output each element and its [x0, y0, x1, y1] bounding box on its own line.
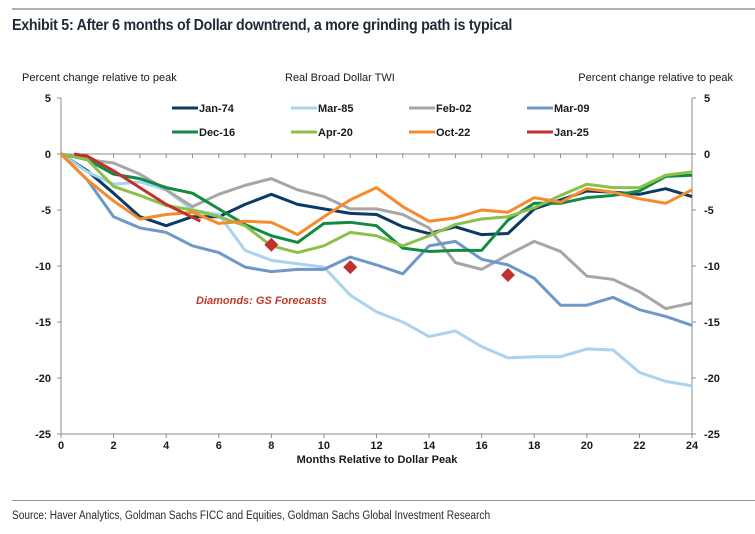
- top-divider: [12, 8, 755, 10]
- forecast-diamond: [264, 237, 279, 252]
- y-tick-label-right: -15: [704, 317, 720, 329]
- series-layer: [59, 152, 693, 388]
- x-tick-label: 16: [476, 440, 488, 452]
- y-tick-label-right: -25: [704, 429, 720, 441]
- y-tick-label-left: -20: [35, 373, 51, 385]
- y-axis-label-right: Percent change relative to peak: [578, 72, 733, 84]
- y-tick-label-right: -20: [704, 373, 720, 385]
- y-tick-label-left: -10: [35, 261, 51, 273]
- series-line-apr-20: [60, 152, 693, 255]
- x-tick-label: 22: [633, 440, 645, 452]
- legend-item: Mar-09: [527, 103, 589, 115]
- y-tick-label-left: 0: [45, 149, 51, 161]
- y-tick-label-left: -5: [41, 205, 51, 217]
- y-tick-label-left: 5: [45, 93, 51, 105]
- legend-label: Apr-20: [318, 127, 353, 139]
- x-tick-label: 10: [318, 440, 330, 452]
- legend-label: Dec-16: [199, 127, 235, 139]
- x-tick-label: 6: [216, 440, 222, 452]
- legend-item: Apr-20: [291, 127, 353, 139]
- legend: Jan-74 Mar-85 Feb-02 Mar-09 Dec-16 Apr-20 Oct-…: [172, 103, 589, 139]
- source-note: Source: Haver Analytics, Goldman Sachs F…: [12, 510, 491, 522]
- legend-item: Feb-02: [409, 103, 471, 115]
- x-tick-label: 18: [528, 440, 540, 452]
- series-line-oct-22: [59, 152, 693, 237]
- exhibit-title: Exhibit 5: After 6 months of Dollar down…: [12, 17, 513, 34]
- legend-label: Feb-02: [436, 103, 471, 115]
- x-tick-label: 12: [370, 440, 382, 452]
- legend-item: Dec-16: [172, 127, 235, 139]
- legend-label: Oct-22: [436, 127, 470, 139]
- legend-label: Jan-74: [199, 103, 235, 115]
- forecast-diamond: [343, 260, 358, 275]
- x-tick-label: 8: [268, 440, 274, 452]
- series-line-jan-74: [60, 152, 693, 237]
- legend-item: Mar-85: [291, 103, 353, 115]
- y-tick-label-right: 5: [704, 93, 710, 105]
- series-line-jan-25: [73, 152, 202, 223]
- series-line-mar-09: [59, 152, 693, 327]
- y-tick-label-left: -15: [35, 317, 51, 329]
- x-tick-label: 0: [58, 440, 64, 452]
- legend-item: Jan-25: [527, 127, 589, 139]
- bottom-divider: [12, 500, 755, 501]
- x-tick-label: 24: [686, 440, 699, 452]
- legend-label: Mar-09: [554, 103, 589, 115]
- y-tick-label-right: -5: [704, 205, 714, 217]
- chart-title: Real Broad Dollar TWI: [285, 72, 395, 84]
- x-tick-label: 4: [163, 440, 170, 452]
- legend-item: Oct-22: [409, 127, 470, 139]
- forecast-annotation: Diamonds: GS Forecasts: [196, 295, 327, 307]
- forecast-layer: [264, 237, 515, 282]
- series-line-dec-16: [60, 152, 693, 253]
- y-axis-label-left: Percent change relative to peak: [22, 72, 177, 84]
- legend-label: Jan-25: [554, 127, 589, 139]
- y-tick-label-left: -25: [35, 429, 51, 441]
- x-tick-label: 2: [111, 440, 117, 452]
- x-tick-label: 20: [581, 440, 593, 452]
- axes: 0 2 4 6 8 10 12 14 16 18 20 22 245 50 0-5 -5-10 -10-15 -1…: [35, 93, 720, 452]
- line-chart: Percent change relative to peak Real Bro…: [22, 72, 733, 466]
- y-tick-label-right: -10: [704, 261, 720, 273]
- y-tick-label-right: 0: [704, 149, 710, 161]
- forecast-diamond: [500, 267, 515, 282]
- legend-item: Jan-74: [172, 103, 235, 115]
- x-axis-label: Months Relative to Dollar Peak: [297, 454, 459, 466]
- series-line-feb-02: [60, 152, 693, 311]
- x-tick-label: 14: [423, 440, 436, 452]
- legend-label: Mar-85: [318, 103, 353, 115]
